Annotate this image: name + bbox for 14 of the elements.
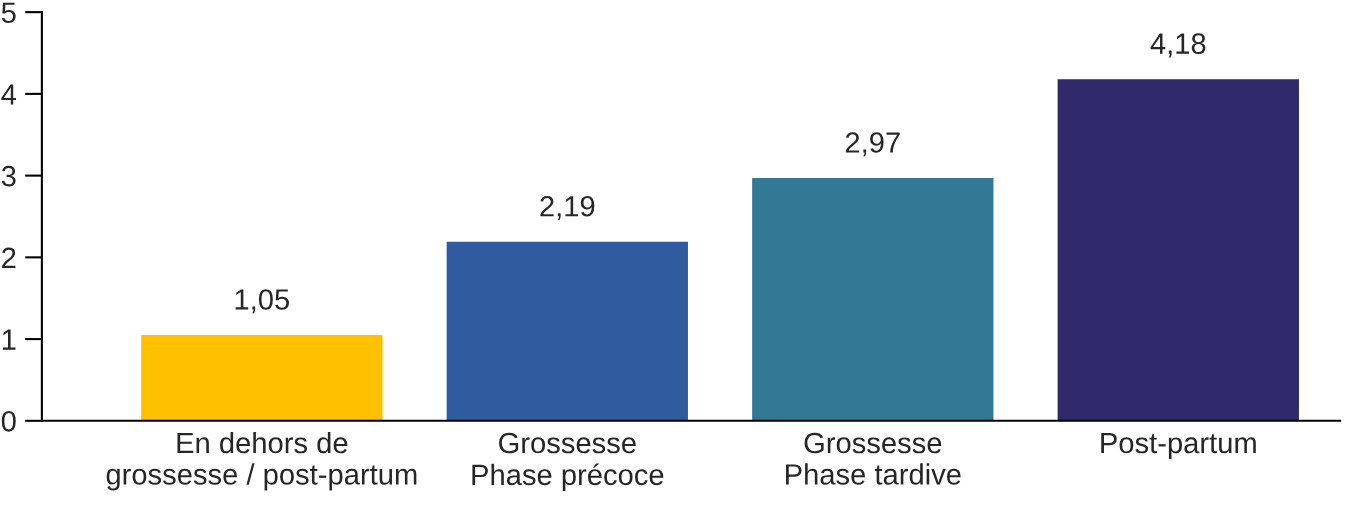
x-tick-label: Grossesse Phase tardive	[786, 432, 961, 485]
y-tick-label: 2	[2, 247, 16, 268]
y-tick-label: 3	[1, 165, 16, 187]
data-label: 1,05	[235, 289, 289, 314]
x-tick-label: Post-partum	[1101, 433, 1256, 460]
data-label: 2,97	[845, 132, 900, 157]
y-tick-label: 5	[1, 2, 16, 23]
data-label: 4,18	[1150, 33, 1206, 58]
x-tick-label: En dehors de grossesse / post-partum	[106, 431, 417, 491]
y-tick-label: 1	[2, 329, 16, 350]
y-tick-label: 0	[1, 411, 16, 432]
x-tick-label: Grossesse Phase précoce	[472, 432, 664, 491]
y-tick-label: 4	[1, 84, 17, 105]
data-label: 2,19	[540, 195, 595, 221]
